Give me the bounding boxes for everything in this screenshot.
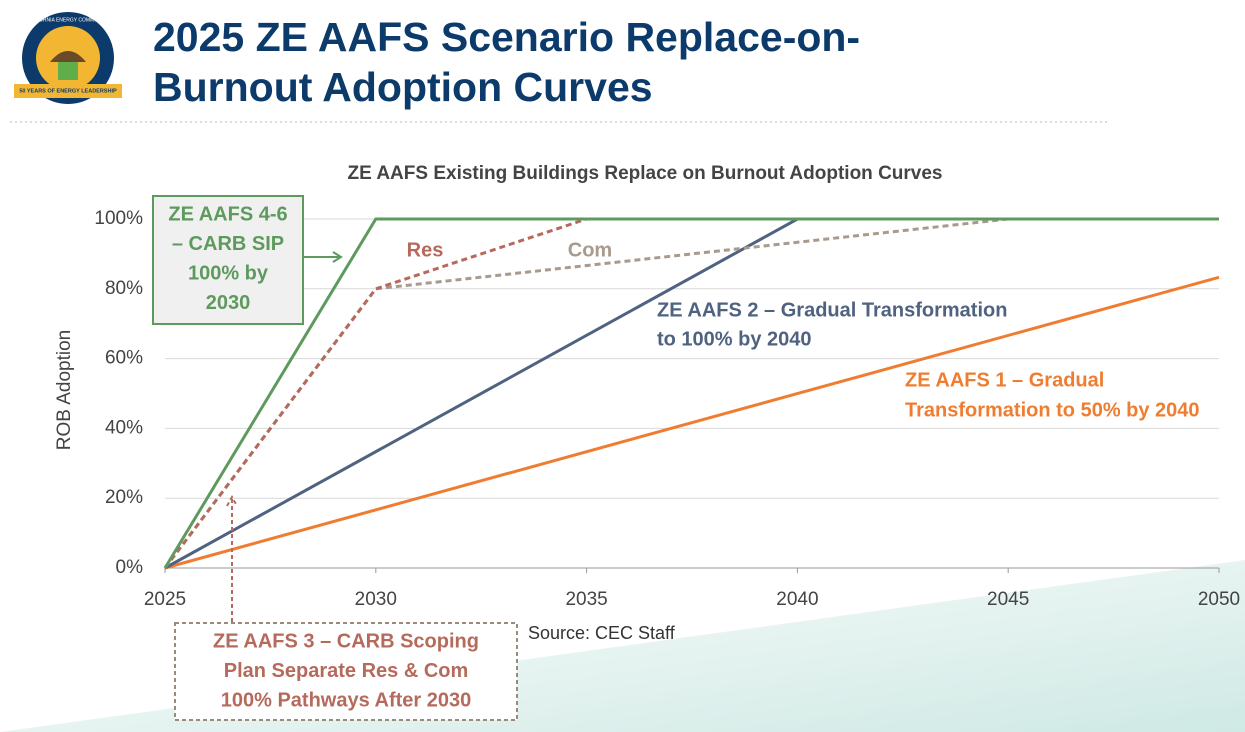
x-tick-label: 2040	[776, 589, 818, 610]
annotation-box	[174, 622, 518, 721]
annotation-box	[152, 195, 304, 325]
series-line	[163, 217, 1219, 569]
chart-title: ZE AAFS Existing Buildings Replace on Bu…	[347, 163, 942, 184]
series-line	[163, 217, 1219, 569]
slide-title: 2025 ZE AAFS Scenario Replace-on-	[153, 14, 860, 60]
x-tick-label: 2035	[565, 589, 607, 610]
annotation-text: 100% by	[188, 262, 269, 284]
logo: CALIFORNIA ENERGY COMMISSION 50 YEARS OF…	[14, 12, 122, 104]
annotation-text: ZE AAFS 3 – CARB Scoping	[213, 630, 479, 652]
plot: 0% 20% 40% 60% 80% 100% 2025 2030 2035 2040 2045 20…	[94, 195, 1240, 721]
logo-bear	[50, 51, 86, 62]
annotation-text: ZE AAFS 2 – Gradual Transformation	[657, 299, 1007, 321]
annotation-arrow	[226, 494, 238, 622]
series-label: Res	[407, 239, 444, 261]
logo-ribbon-text: 50 YEARS OF ENERGY LEADERSHIP	[19, 88, 117, 94]
annotation-arrow	[303, 251, 343, 263]
y-tick-label: 0%	[116, 557, 144, 578]
annotation-text: Plan Separate Res & Com	[224, 660, 469, 682]
x-tick-label: 2045	[987, 589, 1029, 610]
x-tick-label: 2030	[355, 589, 397, 610]
annotation-text: Transformation to 50% by 2040	[905, 399, 1200, 421]
series-label: Com	[568, 239, 612, 261]
logo-ribbon	[14, 84, 122, 98]
series-line	[164, 275, 1220, 570]
y-tick-label: 60%	[105, 348, 143, 369]
annotation-text: 100% Pathways After 2030	[221, 689, 472, 711]
y-tick-label: 100%	[94, 208, 143, 229]
logo-plug	[58, 62, 78, 80]
x-tick-label: 2025	[144, 589, 186, 610]
y-axis-label: ROB Adoption	[54, 330, 75, 450]
x-tick-label: 2050	[1198, 589, 1240, 610]
source: Source: CEC Staff	[528, 623, 676, 643]
y-tick-label: 20%	[105, 487, 143, 508]
y-tick-label: 80%	[105, 278, 143, 299]
y-tick-label: 40%	[105, 417, 143, 438]
annotation-text: – CARB SIP	[172, 233, 284, 255]
slide-title: Burnout Adoption Curves	[153, 64, 653, 110]
annotation-text: to 100% by 2040	[657, 328, 812, 350]
annotation-text: ZE AAFS 4-6	[168, 203, 287, 225]
logo-text: CALIFORNIA ENERGY COMMISSION	[25, 17, 112, 23]
annotation-text: 2030	[206, 292, 251, 314]
annotation-text: ZE AAFS 1 – Gradual	[905, 369, 1104, 391]
